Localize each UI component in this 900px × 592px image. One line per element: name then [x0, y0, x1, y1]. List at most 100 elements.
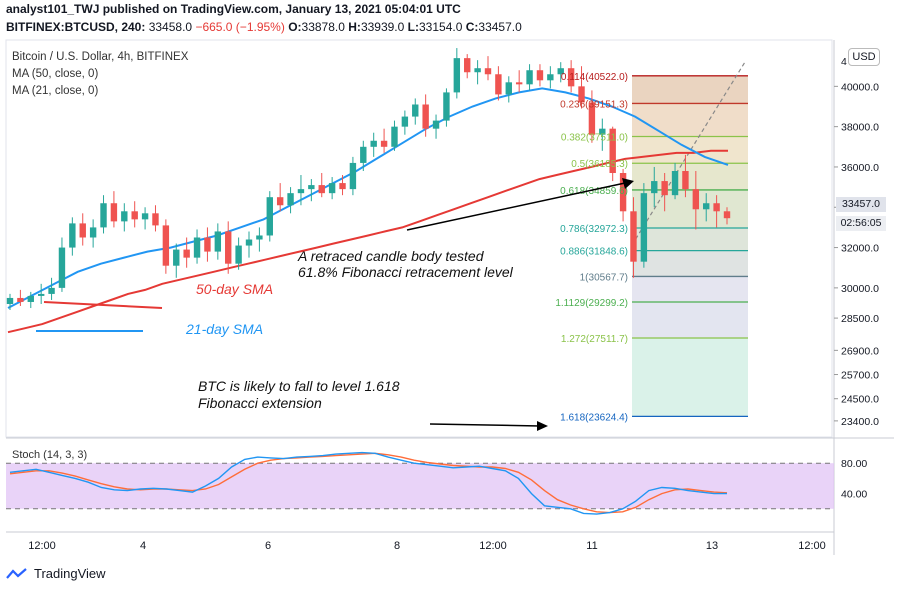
fib-level-label: 0.114(40522.0)	[561, 72, 628, 83]
candle-body	[671, 170, 679, 196]
fib-level-label: 0.5(36185.3)	[571, 159, 628, 170]
low-value: 33154.0	[419, 20, 463, 34]
currency-button[interactable]: USD	[848, 48, 880, 66]
price-panel-frame	[5, 39, 833, 438]
candle-body	[443, 92, 450, 121]
extension-annotation-line2: Fibonacci extension	[198, 395, 322, 411]
price-tick-label: 25700.0	[841, 370, 879, 382]
candle-body	[100, 203, 107, 228]
stoch-tick-label: 40.00	[841, 489, 867, 501]
fib-level-label: 1.1129(29299.2)	[555, 298, 628, 309]
fib-zone-band	[632, 338, 748, 417]
extension-annotation-line1: BTC is likely to fall to level 1.618	[198, 378, 400, 394]
retrace-annotation-line2: 61.8% Fibonacci retracement level	[298, 264, 514, 280]
retrace-annotation-line1: A retraced candle body tested	[297, 248, 485, 264]
candle-body	[256, 235, 263, 240]
symbol-line: BITFINEX:BTCUSD, 240	[6, 20, 142, 34]
stoch-band	[6, 463, 834, 509]
candle-body	[287, 193, 294, 206]
fib-level-label: 0.236(39151.3)	[560, 99, 628, 110]
candle-body	[183, 249, 190, 258]
candle-body	[152, 213, 159, 226]
candle-body	[225, 231, 232, 264]
candle-body	[567, 68, 575, 87]
tradingview-logo-icon	[6, 567, 27, 579]
ma21-legend[interactable]: MA (21, close, 0)	[12, 85, 99, 97]
ma50-legend[interactable]: MA (50, close, 0)	[12, 68, 99, 80]
fib-zone-band	[632, 250, 748, 277]
candle-body	[110, 203, 118, 222]
candle-body	[464, 58, 471, 73]
time-axis-label: 12:00	[798, 540, 826, 552]
time-axis-label: 11	[586, 540, 597, 552]
fib-zone-band	[632, 301, 748, 339]
fib-zone-band	[632, 276, 748, 302]
tradingview-footer[interactable]: TradingView	[6, 566, 106, 581]
candle-body	[17, 297, 24, 302]
candle-body	[204, 237, 211, 252]
symbol-legend[interactable]: Bitcoin / U.S. Dollar, 4h, BITFINEX	[12, 51, 189, 63]
candle-body	[141, 213, 149, 220]
candle-body	[703, 203, 710, 210]
candle-body	[245, 239, 253, 246]
time-axis-label: 4	[140, 540, 146, 552]
high-label: H:	[348, 20, 361, 34]
candle-body	[422, 104, 429, 129]
annotation-arrows	[36, 178, 634, 431]
candle-body	[432, 120, 440, 129]
extension-arrow-head	[537, 421, 548, 431]
price-tick-label-partial: 4	[841, 56, 847, 68]
candle-body	[37, 293, 45, 296]
price-tick-label: 24500.0	[841, 394, 879, 406]
candle-body	[578, 86, 585, 103]
candle-body	[6, 297, 14, 304]
extension-arrow-line	[429, 423, 541, 427]
candle-body	[536, 70, 544, 81]
low-label: L:	[407, 20, 419, 34]
stoch-k-line	[9, 451, 727, 515]
fib-level-label: 0.382(37511.0)	[561, 133, 628, 144]
candle-body	[318, 185, 325, 194]
candle-body	[131, 211, 138, 220]
sma50-marker-line	[43, 300, 163, 310]
time-axis-label: 13	[706, 540, 718, 552]
fib-level-label: 0.618(34859.6)	[560, 186, 628, 197]
price-tick-label: 30000.0	[841, 283, 879, 295]
sma21-annotation: 21-day SMA	[185, 321, 263, 337]
price-tick-label: 36000.0	[841, 162, 879, 174]
stoch-tick-label: 80.00	[841, 458, 867, 470]
price-tick-label: 32000.0	[841, 243, 879, 255]
current-price-tag: 33457.0	[836, 197, 886, 212]
ma50-line	[7, 149, 728, 334]
candle-body	[640, 193, 648, 262]
candle-body	[515, 82, 523, 85]
stoch-legend: Stoch (14, 3, 3)	[12, 449, 87, 461]
fibonacci-labels: 0.114(40522.0) 0.236(39151.3) 0.382(37511.…	[555, 72, 628, 424]
candle-body	[297, 189, 305, 194]
high-value: 33939.0	[360, 20, 405, 34]
candle-body	[308, 185, 315, 190]
retrace-arrow-line	[406, 182, 626, 231]
bar-countdown: 02:56:05	[836, 216, 886, 231]
fib-zone-band	[632, 75, 748, 104]
candle-body	[505, 82, 512, 95]
candle-body	[412, 104, 419, 117]
fib-zone-band	[632, 189, 748, 228]
fib-level-label: 0.886(31848.6)	[560, 247, 628, 258]
candle-body	[339, 183, 346, 190]
candle-body	[401, 116, 409, 127]
candle-body	[723, 211, 731, 219]
stochastic-panel: Stoch (14, 3, 3) 80.00 40.00	[6, 449, 867, 515]
candle-body	[588, 102, 596, 135]
candle-body	[651, 181, 658, 194]
retrace-arrow-head	[622, 178, 634, 189]
close-value: 33457.0	[478, 20, 522, 34]
fib-level-label: 1.272(27511.7)	[561, 334, 628, 345]
candle-body	[713, 203, 720, 212]
candle-body	[370, 140, 377, 147]
moving-averages	[7, 87, 729, 334]
time-axis-label: 12:00	[28, 540, 56, 552]
candle-body	[599, 128, 606, 135]
candle-body	[692, 189, 700, 210]
